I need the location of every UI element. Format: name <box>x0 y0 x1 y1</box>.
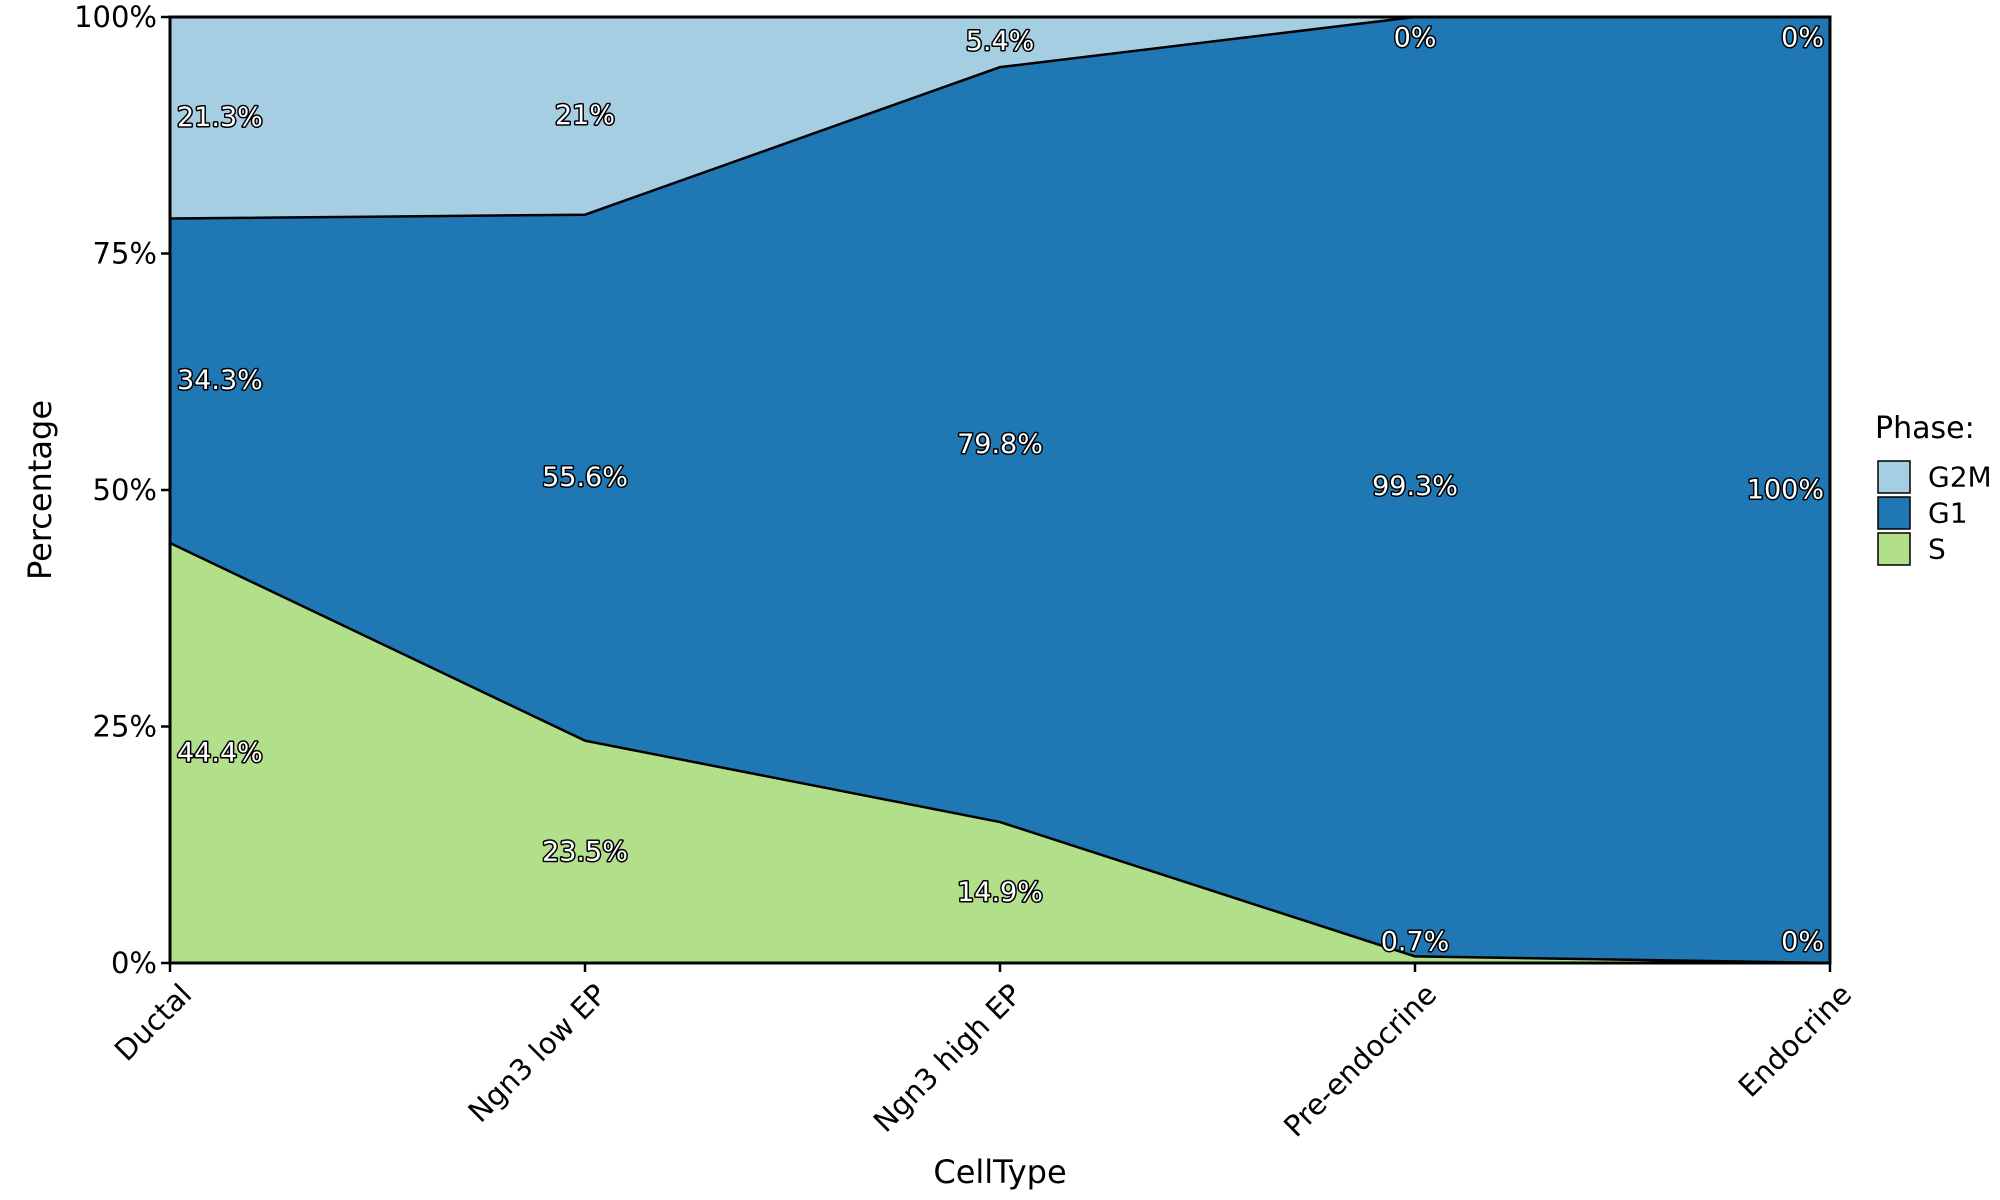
y-axis-title: Percentage <box>21 400 59 580</box>
data-label-g2m-ngn3-low-ep: 21% <box>555 100 615 131</box>
legend-label-g2m: G2M <box>1928 461 1992 494</box>
legend-swatch-s <box>1877 532 1911 566</box>
area-g1 <box>170 17 1830 963</box>
x-tick-label-ductal: Ductal <box>108 977 198 1067</box>
data-label-g1-endocrine: 100% <box>1747 475 1824 506</box>
y-axis: 0% 25% 50% 75% 100% <box>74 0 170 980</box>
legend-swatch-g2m <box>1877 460 1911 494</box>
data-label-g1-pre-endocrine: 99.3% <box>1372 471 1458 502</box>
y-tick-label: 25% <box>93 710 157 744</box>
x-axis-title: CellType <box>933 1153 1066 1191</box>
x-tick-label-ngn3-low-ep: Ngn3 low EP <box>461 977 613 1129</box>
data-label-s-ngn3-low-ep: 23.5% <box>542 836 628 867</box>
boundary-line-s <box>169 541 1831 965</box>
x-tick-label-pre-endocrine: Pre-endocrine <box>1277 977 1443 1143</box>
area-layers <box>169 15 1831 965</box>
legend-label-g1: G1 <box>1928 497 1968 530</box>
y-tick-label: 75% <box>93 237 157 271</box>
y-tick-label: 0% <box>111 946 157 980</box>
data-labels: 44.4% 23.5% 14.9% 0.7% 0% 34.3% 55.6% 79.8% 99.3… <box>176 21 1826 959</box>
data-label-g1-ductal: 34.3% <box>177 365 263 396</box>
data-label-g2m-ngn3-high-ep: 5.4% <box>966 26 1035 57</box>
legend-swatch-g1 <box>1877 496 1911 530</box>
legend-title: Phase: <box>1875 411 1975 446</box>
data-label-s-pre-endocrine: 0.7% <box>1381 927 1450 958</box>
data-label-s-ngn3-high-ep: 14.9% <box>957 877 1043 908</box>
x-tick-label-ngn3-high-ep: Ngn3 high EP <box>867 977 1029 1139</box>
data-label-g2m-ductal: 21.3% <box>177 102 263 133</box>
data-label-s-ductal: 44.4% <box>177 737 263 768</box>
data-label-g2m-pre-endocrine: 0% <box>1394 22 1437 53</box>
data-label-g2m-endocrine: 0% <box>1781 22 1824 53</box>
data-label-g1-ngn3-high-ep: 79.8% <box>957 429 1043 460</box>
y-tick-label: 100% <box>74 0 157 34</box>
data-label-g1-ngn3-low-ep: 55.6% <box>542 462 628 493</box>
x-axis: Ductal Ngn3 low EP Ngn3 high EP Pre-endocri… <box>108 963 1858 1143</box>
area-s <box>170 542 1830 963</box>
legend-label-s: S <box>1928 533 1946 566</box>
y-tick-label: 50% <box>93 473 157 507</box>
area-g2m <box>170 16 1830 219</box>
data-label-s-endocrine: 0% <box>1781 927 1824 958</box>
x-tick-label-endocrine: Endocrine <box>1732 977 1859 1104</box>
